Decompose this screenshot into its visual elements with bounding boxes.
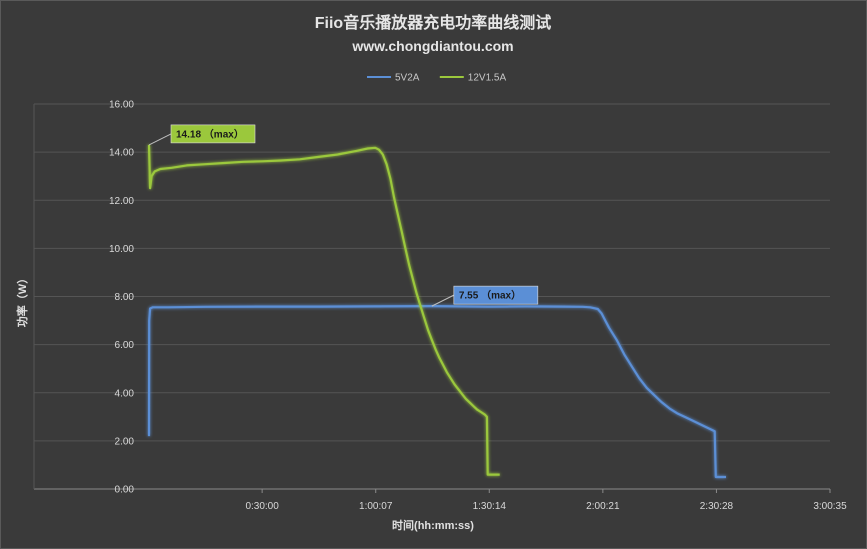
y-tick-label: 14.00 (109, 148, 134, 159)
y-tick-label: 4.00 (115, 388, 135, 399)
x-tick-label: 3:00:35 (813, 501, 847, 512)
y-axis-ticks: 0.00 2.00 4.00 6.00 8.00 10.00 12.00 14.00 16.00 (109, 100, 134, 496)
callout-leader-12V1.5A (148, 133, 172, 146)
chart-subtitle: www.chongdiantou.com (351, 38, 513, 54)
x-axis-ticks: 0:30:00 1:00:07 1:30:14 2:00:21 2:30:28 3:00:… (245, 489, 847, 512)
x-tick-label: 1:00:07 (359, 501, 393, 512)
x-tick-label: 2:30:28 (700, 501, 734, 512)
callout-box-5V2A (453, 285, 539, 305)
y-tick-label: 6.00 (115, 340, 135, 351)
x-tick-label: 1:30:14 (473, 501, 507, 512)
callout-leader-5V2A (431, 294, 455, 307)
max-callouts: 7.55 （max） 14.18 （max） (148, 124, 539, 307)
legend-label-5V2A: 5V2A (395, 73, 420, 84)
series-line-5V2A (147, 305, 726, 479)
chart-title: Fiio音乐播放器充电功率曲线测试 (315, 13, 551, 32)
legend: 5V2A 12V1.5A (367, 73, 506, 84)
x-axis-title: 时间(hh:mm:ss) (392, 518, 474, 532)
x-tick-label: 2:00:21 (586, 501, 620, 512)
y-axis-title: 功率（W） (15, 273, 29, 327)
series-line-12V1.5A (147, 144, 500, 476)
y-tick-label: 8.00 (115, 292, 135, 303)
max-label-12V1.5A: 14.18 （max） (176, 127, 244, 140)
legend-label-12V1.5A: 12V1.5A (468, 73, 507, 84)
y-tick-label: 0.00 (115, 485, 135, 496)
y-tick-label: 16.00 (109, 100, 134, 111)
x-tick-label: 0:30:00 (245, 501, 279, 512)
series-lines (147, 144, 726, 479)
y-tick-label: 2.00 (115, 436, 135, 447)
max-label-5V2A: 7.55 （max） (459, 289, 521, 302)
callout-box-12V1.5A (170, 124, 256, 144)
y-tick-label: 12.00 (109, 196, 134, 207)
y-tick-label: 10.00 (109, 244, 134, 255)
gridlines (33, 103, 830, 490)
